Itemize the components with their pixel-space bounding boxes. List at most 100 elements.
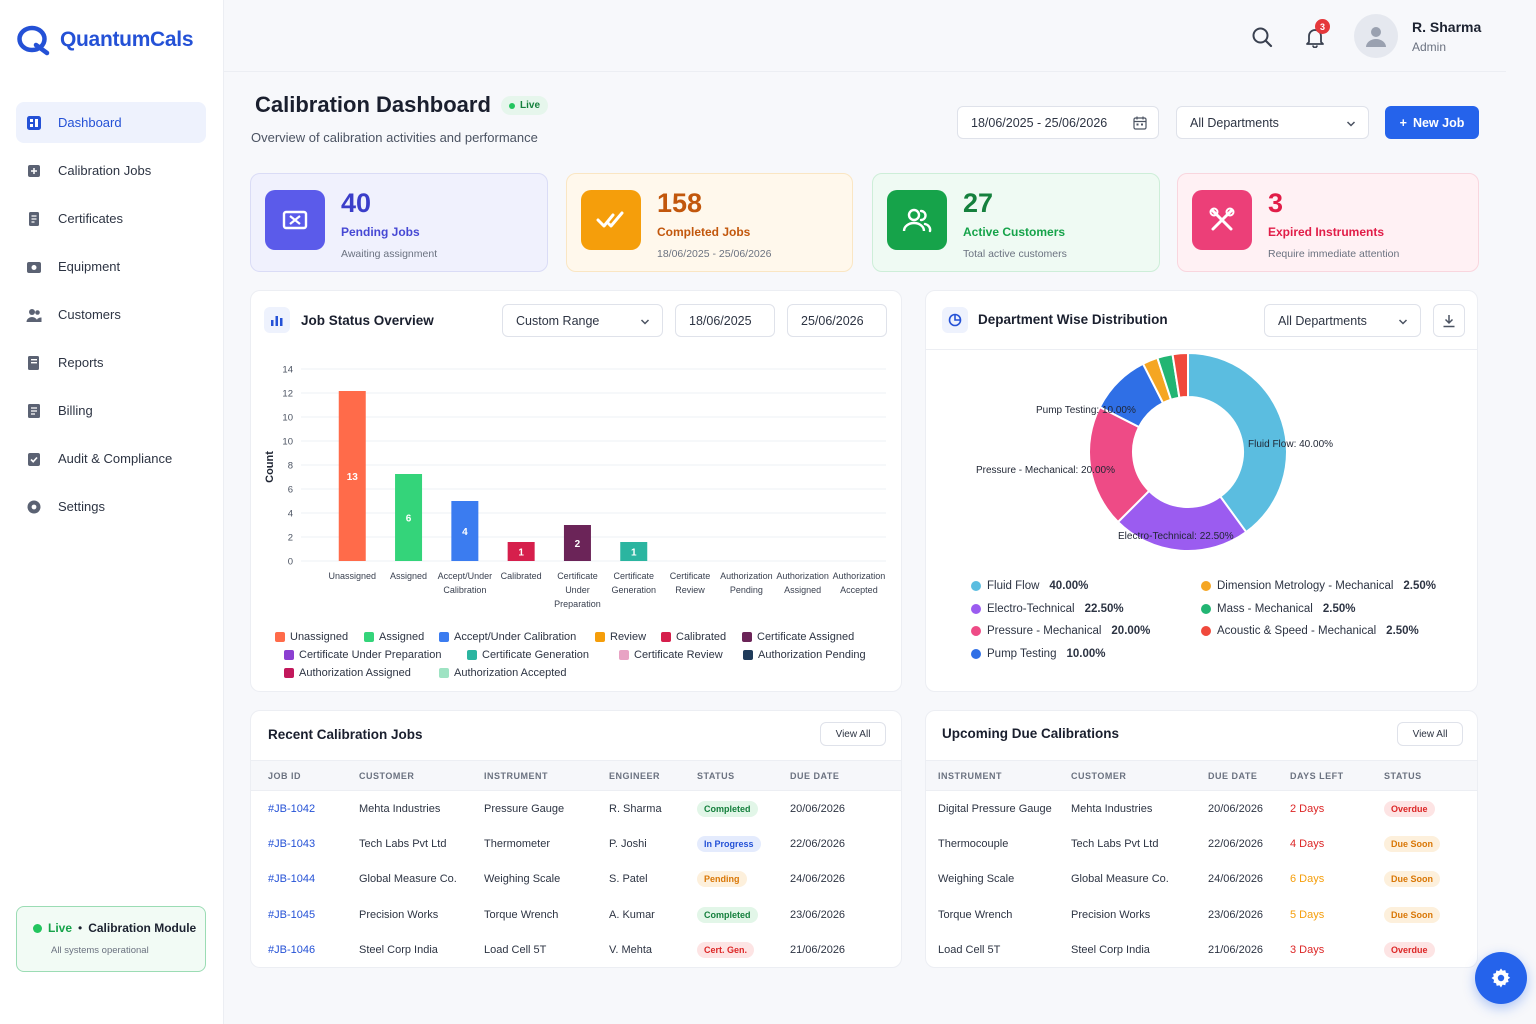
bar-calibrated[interactable] — [507, 542, 535, 561]
legend-item[interactable]: Dimension Metrology - Mechanical 2.50% — [1201, 580, 1436, 592]
legend-item[interactable]: Certificate Review — [619, 649, 723, 661]
table-row[interactable]: #JB-1046 Steel Corp India Load Cell 5T V. M… — [251, 933, 901, 969]
recent-jobs-view-all-button[interactable]: View All — [820, 722, 886, 746]
legend-item[interactable]: Certificate Assigned — [742, 631, 854, 643]
legend-item[interactable]: Mass - Mechanical 2.50% — [1201, 603, 1355, 615]
donut-slice-fluid-flow[interactable] — [1187, 351, 1288, 534]
donut-slice-acoustic-speed-mechanical[interactable] — [1171, 351, 1189, 399]
legend-item[interactable]: Electro-Technical 22.50% — [971, 603, 1124, 615]
table-row[interactable]: #JB-1045 Precision Works Torque Wrench A. K… — [251, 897, 901, 933]
department-select[interactable]: All Departments — [1176, 106, 1369, 139]
bar-certificate-under-preparation[interactable] — [563, 525, 591, 561]
table-row[interactable]: #JB-1042 Mehta Industries Pressure Gauge R.… — [251, 791, 901, 827]
user-name[interactable]: R. Sharma — [1412, 19, 1482, 35]
bar-certificate-generation[interactable] — [620, 542, 648, 561]
app-logo[interactable]: QuantumCals — [16, 24, 194, 56]
sidebar-item-customers[interactable]: Customers — [16, 294, 206, 335]
upcoming-view-all-button[interactable]: View All — [1397, 722, 1463, 746]
y-axis-label: Count — [264, 451, 276, 483]
column-header[interactable]: STATUS — [697, 760, 790, 791]
legend-percent: 20.00% — [1111, 625, 1151, 637]
table-row[interactable]: Torque Wrench Precision Works 23/06/2026 5 … — [926, 897, 1477, 933]
settings-fab-button[interactable] — [1475, 952, 1527, 1004]
status-badge: Due Soon — [1384, 906, 1440, 923]
column-header[interactable]: DAYS LEFT — [1290, 760, 1384, 791]
bar-value-label: 2 — [575, 539, 581, 550]
column-header[interactable]: CUSTOMER — [1059, 760, 1196, 791]
legend-swatch — [743, 650, 753, 660]
column-header[interactable]: DUE DATE — [1196, 760, 1290, 791]
column-header[interactable]: INSTRUMENT — [926, 760, 1059, 791]
sidebar-item-settings[interactable]: Settings — [16, 486, 206, 527]
legend-swatch — [364, 632, 374, 642]
table-row[interactable]: Digital Pressure Gauge Mehta Industries 20… — [926, 791, 1477, 827]
sidebar-item-billing[interactable]: Billing — [16, 390, 206, 431]
legend-item[interactable]: Acoustic & Speed - Mechanical 2.50% — [1201, 625, 1419, 637]
legend-item[interactable]: Certificate Generation — [467, 649, 589, 661]
stat-card-expired-instruments[interactable]: 3 Expired Instruments Require immediate … — [1177, 173, 1479, 272]
legend-item[interactable]: Authorization Accepted — [439, 667, 567, 679]
dept-dist-select-value: All Departments — [1278, 313, 1367, 328]
sidebar-item-reports[interactable]: Reports — [16, 342, 206, 383]
legend-item[interactable]: Unassigned — [275, 631, 348, 643]
sidebar-item-label: Calibration Jobs — [58, 163, 152, 178]
table-row[interactable]: Thermocouple Tech Labs Pvt Ltd 22/06/2026 4… — [926, 826, 1477, 862]
column-header[interactable]: DUE DATE — [790, 760, 901, 791]
new-job-button[interactable]: + New Job — [1385, 106, 1479, 139]
due-date-cell: 22/06/2026 — [790, 837, 846, 850]
legend-item[interactable]: Accept/Under Calibration — [439, 631, 576, 643]
table-row[interactable]: Load Cell 5T Steel Corp India 21/06/2026 3 … — [926, 933, 1477, 969]
sidebar-item-audit[interactable]: Audit & Compliance — [16, 438, 206, 479]
bar-value-label: 4 — [462, 527, 468, 538]
column-header[interactable]: JOB ID — [251, 760, 342, 791]
job-id-link[interactable]: #JB-1043 — [268, 837, 316, 850]
legend-item[interactable]: Assigned — [364, 631, 424, 643]
department-select-value: All Departments — [1190, 115, 1279, 130]
column-header[interactable]: STATUS — [1384, 760, 1477, 791]
sidebar-item-calibration-jobs[interactable]: Calibration Jobs — [16, 150, 206, 191]
dept-dist-select[interactable]: All Departments — [1264, 304, 1421, 337]
legend-item[interactable]: Calibrated — [661, 631, 726, 643]
table-row[interactable]: #JB-1044 Global Measure Co. Weighing Scale… — [251, 862, 901, 898]
stat-card-completed-jobs[interactable]: 158 Completed Jobs 18/06/2025 - 25/06/20… — [566, 173, 853, 272]
legend-item[interactable]: Review — [595, 631, 646, 643]
column-header[interactable]: CUSTOMER — [342, 760, 467, 791]
date-range-picker[interactable]: 18/06/2025 - 25/06/2026 — [957, 106, 1159, 139]
download-button[interactable] — [1433, 304, 1465, 337]
legend-item[interactable]: Certificate Under Preparation — [284, 649, 441, 661]
job-id-link[interactable]: #JB-1044 — [268, 873, 316, 886]
legend-item[interactable]: Pump Testing 10.00% — [971, 648, 1105, 660]
stat-card-pending-jobs[interactable]: 40 Pending Jobs Awaiting assignment — [250, 173, 548, 272]
job-id-link[interactable]: #JB-1045 — [268, 908, 316, 921]
bar-accept-under-calibration[interactable] — [451, 501, 479, 561]
column-header[interactable]: ENGINEER — [592, 760, 697, 791]
legend-item[interactable]: Authorization Pending — [743, 649, 866, 661]
stat-card-active-customers[interactable]: 27 Active Customers Total active custome… — [872, 173, 1160, 272]
column-header[interactable]: INSTRUMENT — [467, 760, 592, 791]
legend-item[interactable]: Authorization Assigned — [284, 667, 411, 679]
avatar[interactable] — [1354, 14, 1398, 58]
legend-item[interactable]: Pressure - Mechanical 20.00% — [971, 625, 1150, 637]
table-row[interactable]: Weighing Scale Global Measure Co. 24/06/20… — [926, 862, 1477, 898]
range-select[interactable]: Custom Range — [502, 304, 663, 337]
bar-assigned[interactable] — [395, 474, 423, 561]
sidebar-item-certificate[interactable]: Certificates — [16, 198, 206, 239]
job-id-link[interactable]: #JB-1042 — [268, 802, 316, 815]
recent-jobs-title: Recent Calibration Jobs — [268, 727, 423, 742]
legend-item[interactable]: Fluid Flow 40.00% — [971, 580, 1088, 592]
bar-unassigned[interactable] — [338, 391, 366, 561]
job-id-link[interactable]: #JB-1046 — [268, 944, 316, 957]
stat-value: 40 — [341, 188, 372, 218]
table-row[interactable]: #JB-1043 Tech Labs Pvt Ltd Thermometer P. J… — [251, 826, 901, 862]
search-icon[interactable] — [1251, 26, 1273, 48]
sidebar-item-dashboard[interactable]: Dashboard — [16, 102, 206, 143]
to-date-value: 25/06/2026 — [801, 313, 864, 328]
status-module-label: Calibration Module — [88, 921, 197, 935]
x-tick-label: Authorization Accepted — [833, 571, 886, 595]
status-badge: Cert. Gen. — [697, 942, 755, 959]
sidebar-item-equipment[interactable]: Equipment — [16, 246, 206, 287]
from-date-input[interactable]: 18/06/2025 — [675, 304, 775, 337]
instrument-cell: Weighing Scale — [938, 873, 1015, 886]
to-date-input[interactable]: 25/06/2026 — [787, 304, 887, 337]
due-date-cell: 24/06/2026 — [790, 873, 846, 886]
